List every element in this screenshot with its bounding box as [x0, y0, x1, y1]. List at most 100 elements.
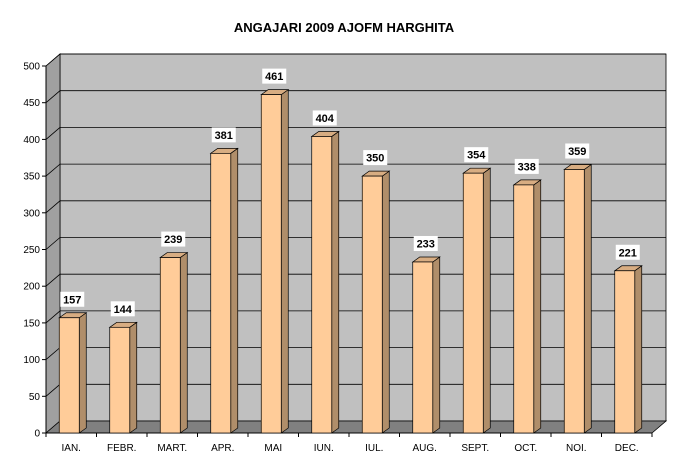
- bar: [512, 179, 542, 434]
- bar-front: [109, 326, 131, 434]
- data-label: 233: [413, 235, 438, 251]
- x-tick-label: IUN.: [314, 443, 334, 454]
- y-tick-label: 500: [23, 62, 40, 73]
- y-tick-label: 300: [23, 208, 40, 219]
- gridline: [45, 127, 666, 140]
- data-label: 461: [262, 68, 287, 84]
- data-label-text: 233: [417, 238, 435, 250]
- bar-front: [462, 172, 484, 434]
- bar-side: [331, 130, 340, 434]
- bar-side: [280, 88, 289, 434]
- bar-front: [361, 175, 383, 434]
- bar-side: [129, 321, 138, 434]
- bar: [411, 256, 441, 434]
- bar-side: [583, 163, 592, 434]
- y-tick-label: 150: [23, 318, 40, 329]
- gridline: [45, 163, 666, 177]
- data-label-box: [262, 68, 287, 84]
- x-tick-label: APR.: [211, 443, 234, 454]
- y-tick-label: 250: [23, 245, 40, 256]
- y-tick-label: 400: [23, 135, 40, 146]
- data-label-text: 354: [467, 150, 486, 162]
- bar-side: [230, 147, 239, 434]
- data-label-box: [60, 291, 85, 307]
- gridline: [45, 53, 666, 67]
- bar-front: [563, 169, 585, 434]
- data-label-box: [565, 143, 590, 159]
- data-label: 381: [211, 127, 236, 143]
- bar-side: [432, 256, 441, 434]
- data-label-text: 157: [63, 294, 81, 306]
- bar-side: [533, 179, 542, 434]
- x-tick-label: SEPT.: [461, 443, 489, 454]
- bar: [563, 163, 593, 434]
- data-label-box: [514, 158, 539, 174]
- data-label-box: [615, 244, 640, 260]
- bar-front: [614, 270, 636, 434]
- bar: [260, 88, 290, 434]
- bar: [58, 312, 88, 434]
- data-label: 157: [60, 291, 85, 307]
- bar: [462, 167, 492, 434]
- bar: [108, 321, 138, 434]
- data-label: 239: [161, 231, 186, 247]
- data-label-text: 404: [316, 113, 335, 125]
- bar-front: [412, 261, 434, 434]
- y-tick-label: 0: [34, 429, 40, 440]
- y-tick-label: 50: [29, 392, 41, 403]
- gridline: [45, 90, 666, 104]
- data-label-text: 239: [164, 234, 182, 246]
- x-tick-label: NOI.: [566, 443, 587, 454]
- data-label-box: [161, 231, 186, 247]
- data-label-box: [413, 235, 438, 251]
- y-tick-label: 100: [23, 355, 40, 366]
- bar-side: [634, 265, 643, 434]
- data-label-box: [110, 301, 135, 317]
- bar: [209, 147, 239, 434]
- bar-side: [482, 167, 491, 434]
- data-label-box: [464, 147, 489, 163]
- data-label-box: [312, 110, 337, 126]
- y-axis: 0 50 100 150 200 250 300 350 400 450 500: [23, 62, 47, 440]
- data-label: 354: [464, 147, 489, 163]
- data-label: 338: [514, 158, 539, 174]
- data-label-text: 381: [215, 130, 233, 142]
- data-label-text: 144: [114, 304, 133, 316]
- data-label-text: 359: [568, 146, 586, 158]
- x-tick-label: MART.: [157, 443, 187, 454]
- bar-side: [381, 170, 390, 434]
- bar-front: [159, 257, 181, 434]
- data-label: 350: [363, 150, 388, 166]
- x-axis: IAN. FEBR. MART. APR. MAI IUN. IUL. AUG. SEPT. OC…: [45, 432, 653, 454]
- x-tick-label: DEC.: [615, 443, 639, 454]
- data-label-text: 221: [619, 247, 637, 259]
- bar-side: [78, 312, 87, 434]
- data-label: 221: [615, 244, 640, 260]
- y-tick-label: 450: [23, 98, 40, 109]
- data-label-text: 350: [366, 153, 384, 165]
- data-label: 404: [312, 110, 337, 126]
- data-label-text: 338: [518, 161, 536, 173]
- data-label-box: [211, 127, 236, 143]
- data-labels: 157 144 239 381 461 404 350 233 354 338 359 221: [60, 68, 640, 317]
- y-tick-label: 200: [23, 282, 40, 293]
- bar: [361, 170, 391, 434]
- x-tick-label: IAN.: [62, 443, 81, 454]
- bar-front: [513, 184, 535, 434]
- data-label-text: 461: [265, 71, 283, 83]
- bar-side: [179, 251, 188, 434]
- bar-front: [58, 317, 80, 434]
- bar: [310, 130, 340, 434]
- y-tick-label: 350: [23, 172, 40, 183]
- bar-front: [210, 152, 232, 434]
- x-tick-label: AUG.: [413, 443, 437, 454]
- data-label-box: [363, 150, 388, 166]
- x-tick-label: FEBR.: [107, 443, 136, 454]
- chart-title: ANGAJARI 2009 AJOFM HARGHITA: [234, 20, 455, 35]
- bar-front: [260, 94, 282, 434]
- x-tick-label: IUL.: [365, 443, 383, 454]
- x-tick-label: OCT.: [514, 443, 537, 454]
- data-label: 144: [110, 301, 135, 317]
